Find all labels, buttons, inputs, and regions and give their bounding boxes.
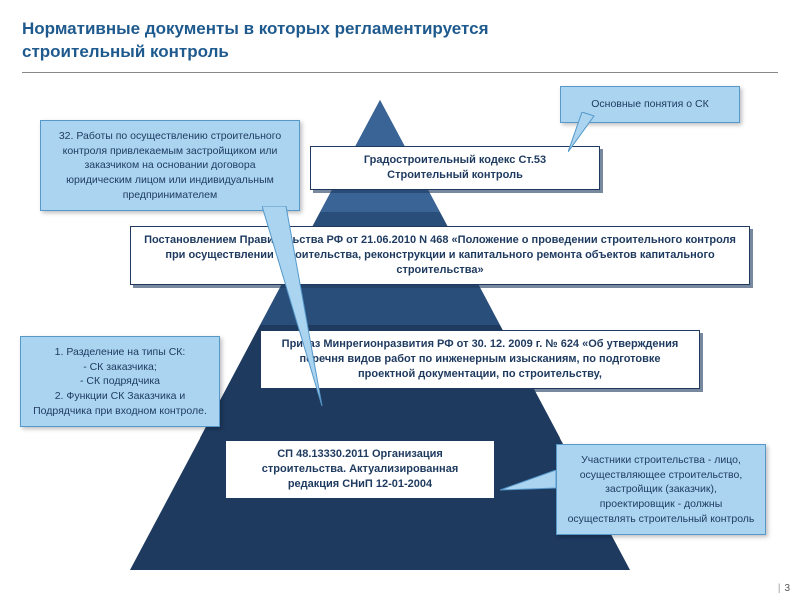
callout-left-upper: 32. Работы по осуществлению строительног… [40,120,300,211]
page-title: Нормативные документы в которых регламен… [22,18,582,64]
callout-left-upper-tail [262,206,332,406]
callout-bottom-right: Участники строительства - лицо, осуществ… [556,444,766,535]
page-number-value: 3 [784,583,790,594]
callout-bottom-right-tail [500,470,560,500]
callout-left-lower: 1. Разделение на типы СК:- СК заказчика;… [20,336,220,427]
callout-top-right-tail [568,112,598,152]
doc-box-level4: СП 48.13330.2011 Организация строительст… [225,440,495,499]
page-number: |3 [778,583,790,594]
doc-box-level2: Постановлением Правительства РФ от 21.06… [130,226,750,285]
doc-box-level1: Градостроительный кодекс Ст.53Строительн… [310,146,600,190]
title-underline [22,72,778,73]
